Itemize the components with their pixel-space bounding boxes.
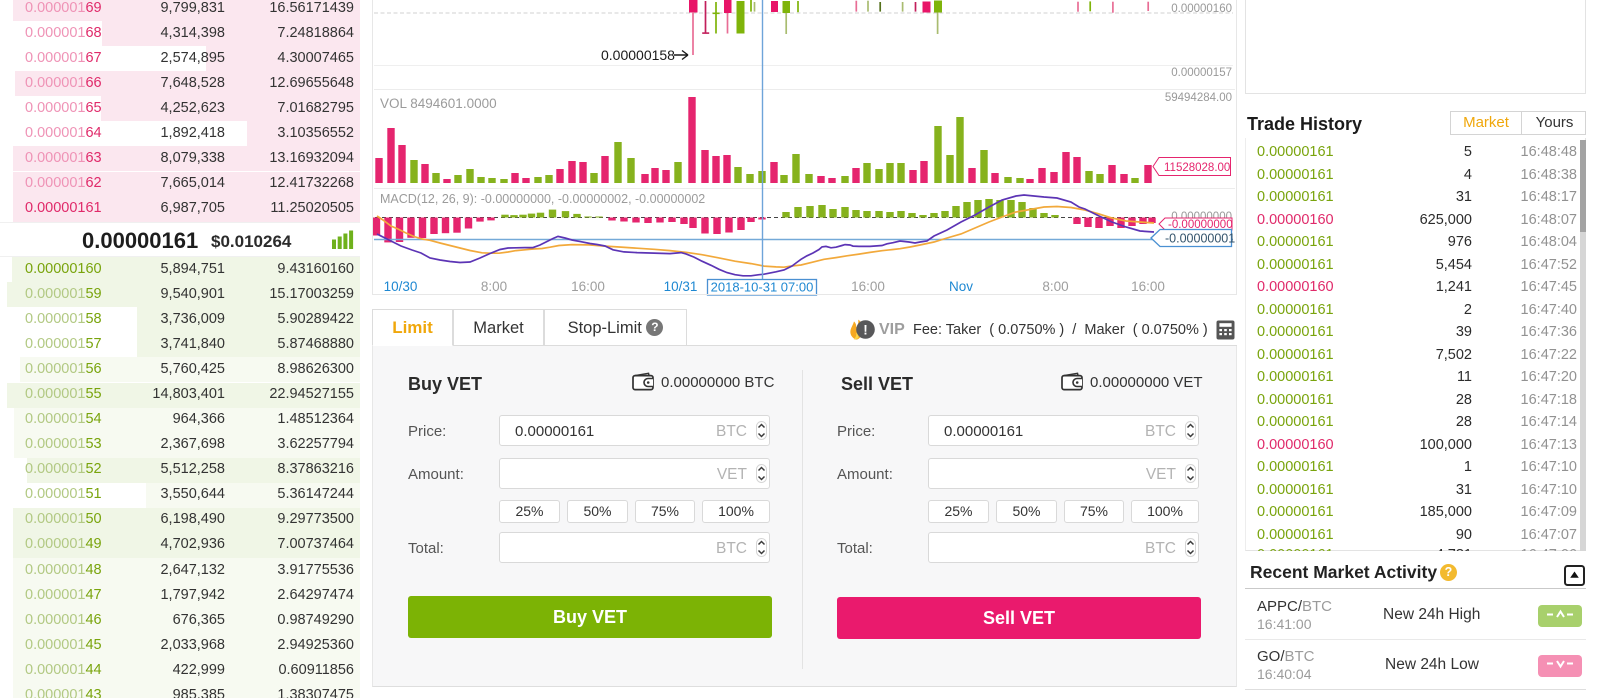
svg-text:-0.00000001: -0.00000001 <box>1165 232 1235 246</box>
svg-text:16:00: 16:00 <box>571 279 605 294</box>
svg-text:Nov: Nov <box>949 279 973 294</box>
svg-text:8:00: 8:00 <box>1042 279 1068 294</box>
svg-text:-0.00000000: -0.00000000 <box>1168 219 1233 231</box>
svg-text:11528028.00: 11528028.00 <box>1164 162 1230 174</box>
svg-text:10/31: 10/31 <box>664 279 698 294</box>
svg-text:59494284.00: 59494284.00 <box>1165 92 1232 104</box>
svg-text:MACD(12, 26, 9): -0.00000000,: MACD(12, 26, 9): -0.00000000, -0.0000000… <box>380 192 705 206</box>
svg-text:10/30: 10/30 <box>384 279 418 294</box>
svg-text:0.00000160: 0.00000160 <box>1171 3 1232 15</box>
svg-text:16:00: 16:00 <box>1131 279 1165 294</box>
svg-text:8:00: 8:00 <box>481 279 507 294</box>
svg-text:0.00000158: 0.00000158 <box>601 47 675 63</box>
svg-text:0.00000157: 0.00000157 <box>1171 67 1232 79</box>
svg-text:2018-10-31 07:00: 2018-10-31 07:00 <box>711 280 814 295</box>
svg-text:VOL 8494601.0000: VOL 8494601.0000 <box>380 96 497 111</box>
svg-text:!: ! <box>863 322 868 337</box>
svg-text:16:00: 16:00 <box>851 279 885 294</box>
